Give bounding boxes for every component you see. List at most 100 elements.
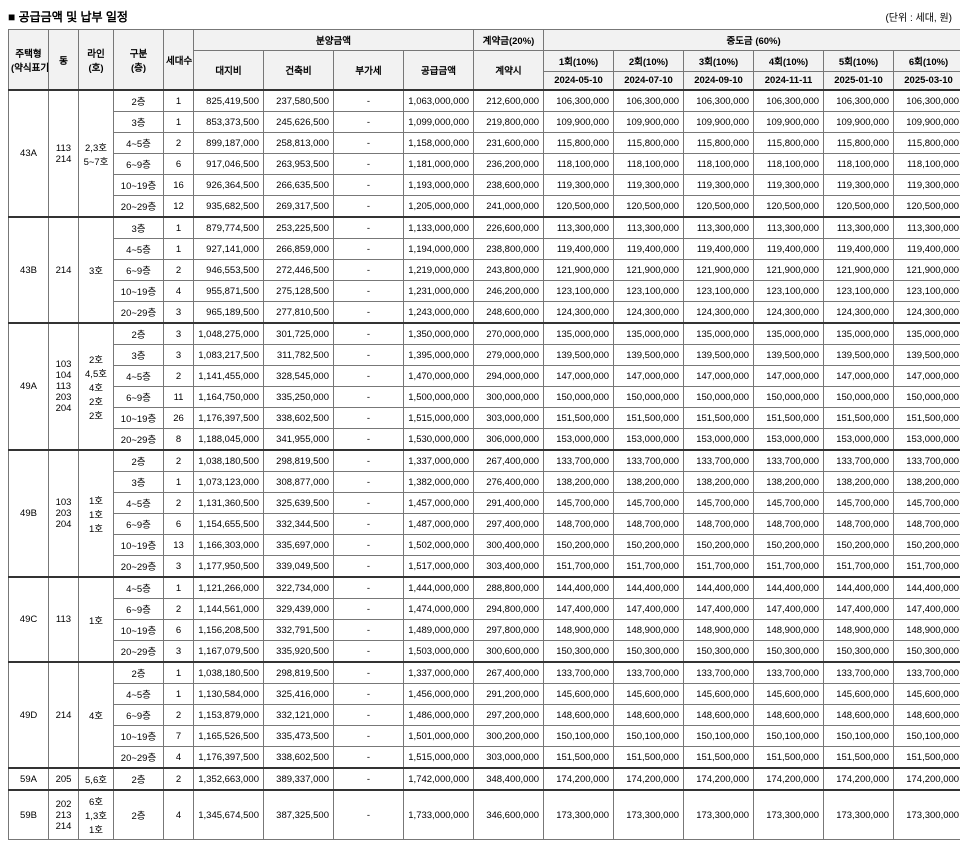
cell-gubun: 10~19층 xyxy=(114,535,164,556)
cell-bugase: - xyxy=(334,112,404,133)
cell-p1: 150,100,000 xyxy=(544,726,614,747)
cell-p3: 148,900,000 xyxy=(684,620,754,641)
header-r6: 6회(10%) xyxy=(894,51,960,72)
cell-geonchuk: 338,602,500 xyxy=(264,408,334,429)
cell-p5: 151,500,000 xyxy=(824,408,894,429)
cell-p3: 118,100,000 xyxy=(684,154,754,175)
cell-p4: 121,900,000 xyxy=(754,260,824,281)
header-r3: 3회(10%) xyxy=(684,51,754,72)
cell-p4: 133,700,000 xyxy=(754,662,824,684)
cell-p1: 148,600,000 xyxy=(544,705,614,726)
cell-gyeyak: 297,800,000 xyxy=(474,620,544,641)
cell-p2: 147,400,000 xyxy=(614,599,684,620)
cell-gonggeup: 1,503,000,000 xyxy=(404,641,474,663)
cell-bugase: - xyxy=(334,472,404,493)
header-d6: 2025-03-10 xyxy=(894,72,960,91)
cell-geonchuk: 332,121,000 xyxy=(264,705,334,726)
cell-p6: 148,600,000 xyxy=(894,705,960,726)
cell-p3: 115,800,000 xyxy=(684,133,754,154)
cell-p3: 139,500,000 xyxy=(684,345,754,366)
cell-daeji: 946,553,500 xyxy=(194,260,264,281)
cell-p2: 133,700,000 xyxy=(614,662,684,684)
cell-p1: 173,300,000 xyxy=(544,790,614,840)
cell-p4: 148,600,000 xyxy=(754,705,824,726)
cell-p5: 133,700,000 xyxy=(824,662,894,684)
cell-gyeyak: 294,800,000 xyxy=(474,599,544,620)
cell-geonchuk: 387,325,500 xyxy=(264,790,334,840)
cell-p5: 148,900,000 xyxy=(824,620,894,641)
table-row: 6~9층21,153,879,000332,121,000-1,486,000,… xyxy=(9,705,960,726)
header-contract-group: 계약금(20%) xyxy=(474,30,544,51)
table-row: 10~19층71,165,526,500335,473,500-1,501,00… xyxy=(9,726,960,747)
cell-p3: 150,200,000 xyxy=(684,535,754,556)
cell-gonggeup: 1,501,000,000 xyxy=(404,726,474,747)
cell-daeji: 1,038,180,500 xyxy=(194,662,264,684)
cell-gubun: 4~5층 xyxy=(114,684,164,705)
cell-p6: 119,300,000 xyxy=(894,175,960,196)
cell-bugase: - xyxy=(334,239,404,260)
cell-daeji: 1,352,663,000 xyxy=(194,768,264,790)
cell-gubun: 10~19층 xyxy=(114,175,164,196)
cell-geonchuk: 301,725,000 xyxy=(264,323,334,345)
cell-p2: 145,700,000 xyxy=(614,493,684,514)
cell-p4: 150,200,000 xyxy=(754,535,824,556)
cell-gyeyak: 291,200,000 xyxy=(474,684,544,705)
cell-p1: 118,100,000 xyxy=(544,154,614,175)
cell-p6: 144,400,000 xyxy=(894,577,960,599)
cell-sedae: 1 xyxy=(164,577,194,599)
cell-p4: 120,500,000 xyxy=(754,196,824,218)
cell-daeji: 1,038,180,500 xyxy=(194,450,264,472)
cell-p5: 119,400,000 xyxy=(824,239,894,260)
cell-p6: 121,900,000 xyxy=(894,260,960,281)
cell-p3: 174,200,000 xyxy=(684,768,754,790)
cell-sedae: 1 xyxy=(164,472,194,493)
cell-p1: 148,900,000 xyxy=(544,620,614,641)
cell-line: 4호 xyxy=(79,662,114,768)
cell-sedae: 2 xyxy=(164,260,194,281)
cell-geonchuk: 245,626,500 xyxy=(264,112,334,133)
cell-p4: 147,400,000 xyxy=(754,599,824,620)
cell-type: 49A xyxy=(9,323,49,450)
table-row: 10~19층4955,871,500275,128,500-1,231,000,… xyxy=(9,281,960,302)
cell-bugase: - xyxy=(334,535,404,556)
header-d5: 2025-01-10 xyxy=(824,72,894,91)
cell-p6: 151,700,000 xyxy=(894,556,960,578)
cell-bugase: - xyxy=(334,175,404,196)
cell-p4: 113,300,000 xyxy=(754,217,824,239)
cell-gonggeup: 1,063,000,000 xyxy=(404,90,474,112)
table-row: 20~29층31,177,950,500339,049,500-1,517,00… xyxy=(9,556,960,578)
cell-daeji: 1,048,275,000 xyxy=(194,323,264,345)
cell-geonchuk: 298,819,500 xyxy=(264,450,334,472)
cell-p1: 106,300,000 xyxy=(544,90,614,112)
cell-daeji: 1,165,526,500 xyxy=(194,726,264,747)
cell-p6: 147,400,000 xyxy=(894,599,960,620)
cell-dong: 103104113203204 xyxy=(49,323,79,450)
cell-gyeyak: 303,000,000 xyxy=(474,408,544,429)
cell-sedae: 4 xyxy=(164,747,194,769)
cell-p3: 147,000,000 xyxy=(684,366,754,387)
cell-sedae: 7 xyxy=(164,726,194,747)
cell-bugase: - xyxy=(334,662,404,684)
cell-daeji: 1,164,750,000 xyxy=(194,387,264,408)
cell-p6: 109,900,000 xyxy=(894,112,960,133)
header-gubun: 구분(층) xyxy=(114,30,164,91)
cell-p2: 109,900,000 xyxy=(614,112,684,133)
cell-daeji: 955,871,500 xyxy=(194,281,264,302)
cell-type: 59B xyxy=(9,790,49,840)
header-d1: 2024-05-10 xyxy=(544,72,614,91)
cell-p4: 148,700,000 xyxy=(754,514,824,535)
cell-sedae: 3 xyxy=(164,323,194,345)
cell-p3: 147,400,000 xyxy=(684,599,754,620)
table-row: 20~29층41,176,397,500338,602,500-1,515,00… xyxy=(9,747,960,769)
table-row: 6~9층111,164,750,000335,250,000-1,500,000… xyxy=(9,387,960,408)
cell-p6: 133,700,000 xyxy=(894,450,960,472)
cell-bugase: - xyxy=(334,493,404,514)
cell-gyeyak: 300,200,000 xyxy=(474,726,544,747)
cell-p4: 173,300,000 xyxy=(754,790,824,840)
cell-sedae: 4 xyxy=(164,281,194,302)
cell-sedae: 26 xyxy=(164,408,194,429)
cell-daeji: 1,153,879,000 xyxy=(194,705,264,726)
cell-geonchuk: 328,545,000 xyxy=(264,366,334,387)
cell-gyeyak: 246,200,000 xyxy=(474,281,544,302)
cell-daeji: 1,121,266,000 xyxy=(194,577,264,599)
